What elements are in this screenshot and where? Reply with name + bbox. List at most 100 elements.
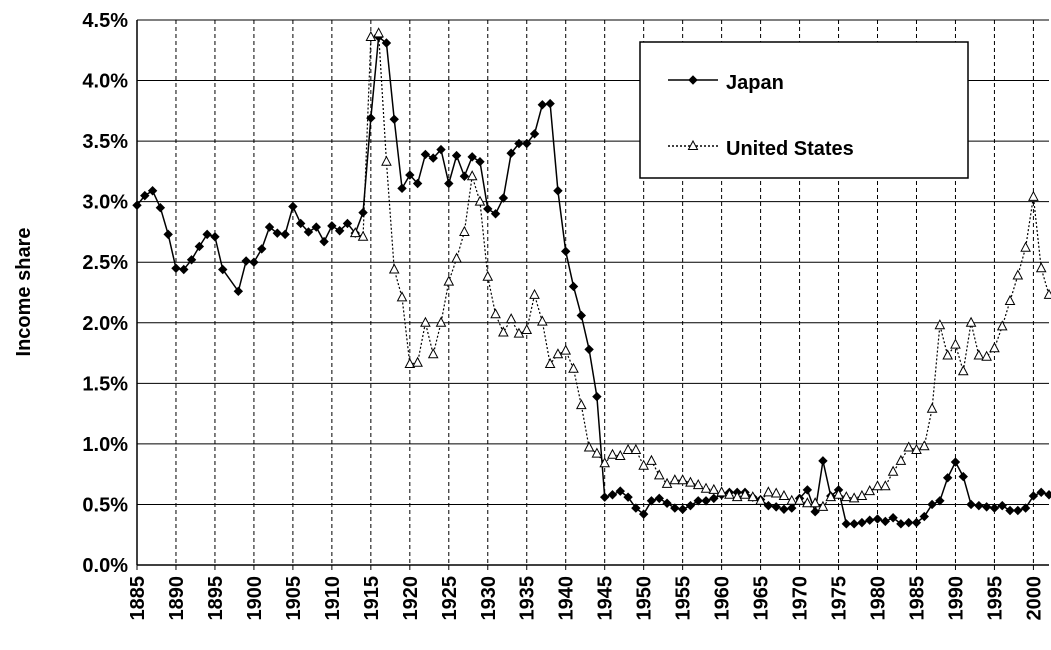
marker [802,497,813,508]
marker [568,281,579,292]
marker [974,500,984,511]
marker [436,144,446,155]
marker [389,114,399,125]
marker [856,489,868,500]
marker [692,478,704,490]
y-tick-label: 1.5% [82,373,128,395]
marker [818,456,828,466]
legend-label: United States [726,138,854,160]
marker [568,362,579,373]
marker [794,494,805,505]
marker [787,503,797,513]
marker [638,459,649,470]
marker [186,255,197,265]
marker [919,511,929,522]
marker [599,492,610,502]
marker [755,494,766,505]
marker [357,230,369,241]
marker [693,496,703,506]
marker [397,183,407,194]
marker [272,228,283,238]
marker [218,264,228,275]
marker [880,516,891,527]
marker [1004,294,1016,305]
marker [483,204,493,214]
marker [895,454,907,465]
y-axis-label: Income share [13,228,35,357]
marker [670,503,680,513]
marker [490,209,501,219]
y-tick-label: 0.0% [82,555,128,577]
marker [545,98,555,109]
marker [879,480,891,491]
marker [163,229,173,240]
marker [537,315,548,326]
marker [763,500,774,511]
marker [623,492,633,502]
marker [872,514,883,524]
marker [1020,503,1031,513]
x-tick-label: 1905 [283,576,305,621]
y-tick-label: 4.0% [82,71,128,93]
marker [607,490,618,500]
marker [677,504,688,514]
marker [778,489,790,500]
y-tick-label: 4.5% [82,10,128,32]
marker [257,244,267,254]
marker [381,38,392,48]
x-tick-label: 1990 [945,576,967,621]
marker [942,473,953,483]
marker [194,241,205,252]
marker [903,441,915,452]
x-tick-label: 1895 [205,576,227,621]
marker [770,487,782,498]
marker [349,227,361,238]
marker [630,443,642,454]
marker [911,443,922,454]
marker [475,156,485,167]
marker [1028,491,1039,501]
marker [420,149,431,160]
marker [631,503,641,513]
marker [264,222,275,232]
marker [638,509,649,519]
marker [444,178,454,189]
marker [896,519,906,529]
marker [763,486,774,497]
marker [685,500,696,511]
marker [864,485,876,496]
x-tick-label: 1980 [868,576,890,621]
marker [233,286,244,296]
marker [973,349,985,360]
marker [514,138,524,149]
marker [553,186,563,196]
marker [857,517,867,528]
marker [537,100,548,110]
marker [911,517,922,528]
marker [669,474,681,485]
marker [1020,241,1031,252]
marker [1028,190,1039,201]
marker [443,275,455,286]
marker [1044,490,1051,500]
marker [373,27,384,38]
marker [935,496,945,506]
marker [688,75,698,85]
marker [521,323,533,335]
marker [817,500,829,511]
marker [592,391,602,402]
marker [989,503,1000,513]
marker [966,499,976,510]
marker [288,201,298,212]
marker [934,319,946,330]
marker [467,152,477,162]
marker [701,496,711,506]
marker [171,263,181,273]
marker [599,457,611,468]
marker [451,150,462,161]
marker [1043,288,1051,299]
marker [365,30,377,41]
marker [685,476,696,487]
marker [451,252,462,263]
